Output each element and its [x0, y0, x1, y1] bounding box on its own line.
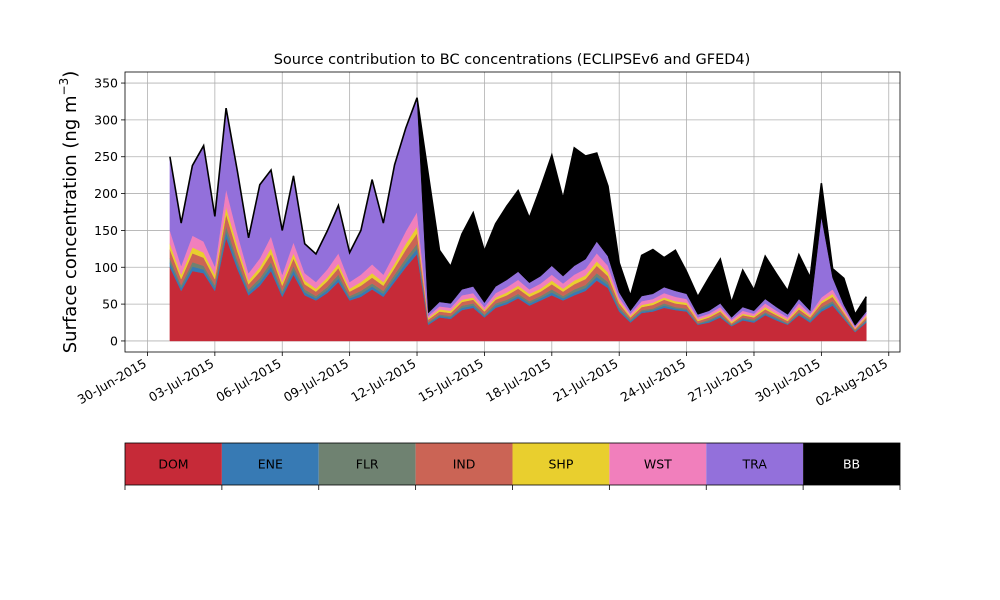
x-tick-label: 24-Jul-2015 [618, 356, 688, 405]
x-tick-label: 03-Jul-2015 [146, 356, 216, 405]
x-tick-label: 15-Jul-2015 [416, 356, 486, 405]
legend-label-flr: FLR [356, 457, 379, 472]
y-axis-label-exponent: −3 [57, 78, 71, 96]
y-tick-label: 300 [94, 112, 118, 127]
y-tick-label: 50 [102, 297, 118, 312]
legend-swatch-wst [609, 443, 707, 485]
y-tick-label: 200 [94, 186, 118, 201]
legend-label-ene: ENE [258, 457, 283, 472]
y-axis-label-text: Surface concentration (ng m [60, 95, 81, 353]
legend-label-tra: TRA [742, 457, 768, 472]
legend-swatch-bb [803, 443, 900, 485]
legend-label-wst: WST [644, 457, 672, 472]
legend-label-ind: IND [453, 457, 476, 472]
y-axis-label: Surface concentration (ng m−3) [57, 71, 81, 354]
legend-swatch-tra [706, 443, 804, 485]
y-tick-label: 350 [94, 76, 118, 91]
x-tick-label: 18-Jul-2015 [483, 356, 553, 405]
y-tick-label: 0 [110, 333, 118, 348]
x-tick-label: 30-Jun-2015 [75, 356, 149, 407]
legend-swatch-ind [415, 443, 513, 485]
legend-frame [124, 442, 901, 486]
legend-label-dom: DOM [158, 457, 188, 472]
plot-frame [124, 71, 901, 353]
legend-swatch-ene [221, 443, 319, 485]
x-tick-label: 12-Jul-2015 [348, 356, 418, 405]
y-tick-label: 100 [94, 260, 118, 275]
chart-title: Source contribution to BC concentrations… [274, 52, 751, 68]
stacked-areas [169, 97, 867, 342]
x-tick-label: 27-Jul-2015 [685, 356, 755, 405]
y-tick-label: 250 [94, 149, 118, 164]
y-axis-label-close: ) [60, 71, 81, 78]
legend-label-bb: BB [843, 457, 860, 472]
total-line [169, 97, 867, 317]
legend-swatch-flr [318, 443, 416, 485]
x-tick-label: 02-Aug-2015 [813, 356, 891, 409]
legend-swatch-shp [512, 443, 610, 485]
legend: DOM ENE FLR IND SHP WST TRA BB [124, 442, 901, 490]
legend-label-shp: SHP [549, 457, 574, 472]
legend-swatch-dom [125, 443, 222, 485]
x-tick-label: 06-Jul-2015 [213, 356, 283, 405]
x-tick-label: 21-Jul-2015 [550, 356, 620, 405]
x-tick-label: 09-Jul-2015 [281, 356, 351, 405]
y-tick-label: 150 [94, 223, 118, 238]
x-tick-label: 30-Jul-2015 [753, 356, 823, 405]
